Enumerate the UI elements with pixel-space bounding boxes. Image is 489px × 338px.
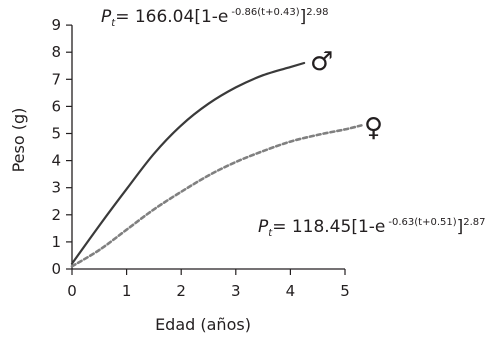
series-line-female [70, 124, 363, 268]
x-tick-label: 4 [286, 282, 296, 300]
male-eq-close: ] [300, 7, 307, 27]
female-eq-pow: 2.87 [463, 217, 485, 228]
female-eq-sub: t [268, 228, 273, 239]
male-eq-text: = 166.04[1-e [115, 7, 228, 27]
y-tick-label: 5 [51, 125, 61, 143]
y-tick-label: 9 [51, 16, 61, 34]
female-symbol: ♀ [364, 113, 383, 143]
y-tick-label: 3 [51, 179, 61, 197]
y-tick-label: 1 [51, 233, 61, 251]
female-eq-text: = 118.45[1-e [272, 217, 385, 237]
male-eq-sub: t [111, 18, 116, 29]
plot-area [70, 61, 363, 268]
x-tick-label: 1 [122, 282, 132, 300]
y-tick-label: 4 [51, 152, 61, 170]
y-axis-label: Peso (g) [9, 108, 28, 173]
female-eq-p: P [258, 217, 269, 237]
male-eq-pow: 2.98 [306, 7, 328, 18]
female-eq-close: ] [457, 217, 464, 237]
female-eq-exp: -0.63(t+0.51) [388, 217, 456, 228]
y-tick-label: 7 [51, 70, 61, 88]
x-tick-label: 0 [67, 282, 77, 300]
male-symbol: ♂ [310, 47, 333, 77]
axes: 0 1 2 3 4 5 6 7 8 9 0 1 2 3 4 5 [51, 16, 349, 300]
y-tick-label: 6 [51, 97, 61, 115]
male-eq-exp: -0.86(t+0.43) [231, 7, 299, 18]
x-tick-label: 3 [231, 282, 241, 300]
x-tick-label: 2 [176, 282, 186, 300]
y-tick-label: 0 [51, 260, 61, 278]
series-line-male [70, 61, 306, 265]
female-equation: Pt= 118.45[1-e -0.63(t+0.51)]2.87 [258, 217, 486, 239]
male-eq-p: P [101, 7, 112, 27]
y-tick-label: 8 [51, 43, 61, 61]
x-axis-label: Edad (años) [155, 315, 251, 334]
x-tick-label: 5 [340, 282, 350, 300]
male-equation: Pt= 166.04[1-e -0.86(t+0.43)]2.98 [101, 7, 329, 29]
y-tick-label: 2 [51, 206, 61, 224]
